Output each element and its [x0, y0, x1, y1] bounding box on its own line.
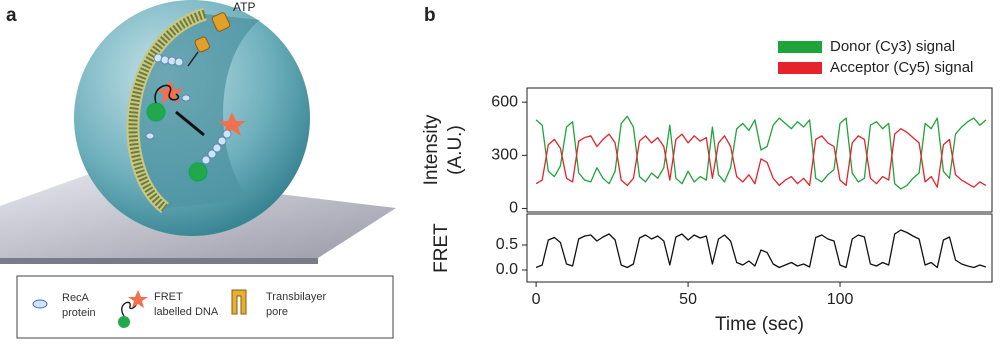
legend-text: Transbilayer	[266, 291, 326, 303]
legend-text: FRET	[154, 291, 183, 303]
legend-text: protein	[62, 307, 96, 319]
pore	[211, 12, 231, 32]
y-axis-label: FRET	[431, 223, 452, 273]
y-tick-label: 600	[491, 93, 518, 110]
legend-text: labelled DNA	[154, 306, 219, 318]
y-axis-label: Intensity	[421, 114, 442, 185]
x-tick-label: 100	[827, 291, 854, 308]
data-line	[535, 229, 987, 269]
legend-label: Acceptor (Cy5) signal	[830, 59, 973, 76]
double-arrow	[175, 110, 205, 137]
atp-label: ATP	[233, 0, 255, 14]
legend-text: RecA	[62, 292, 90, 304]
vesicle-diagram	[0, 0, 396, 264]
pore	[194, 36, 210, 53]
diagram-legend	[16, 275, 394, 339]
legend-label: Donor (Cy3) signal	[830, 38, 955, 55]
fret-star	[218, 112, 246, 136]
y-tick-label: 0.5	[496, 236, 518, 253]
legend-swatch	[778, 62, 822, 74]
reca-icon	[32, 299, 48, 309]
floor-edge	[0, 258, 318, 264]
dna-anchor	[188, 162, 208, 182]
plot-frame	[526, 87, 993, 213]
dna	[154, 84, 179, 104]
plot-frame	[526, 213, 993, 283]
membrane-lipids	[128, 9, 207, 212]
x-axis-label: Time (sec)	[715, 314, 804, 335]
y-tick-label: 0.0	[496, 261, 518, 278]
reca-filament	[145, 53, 232, 165]
x-tick-label: 50	[679, 291, 697, 308]
data-line	[535, 128, 987, 188]
fret-dna-icon	[118, 290, 148, 328]
dna-anchor	[146, 102, 166, 122]
legend-text: pore	[266, 306, 288, 318]
panel-label: a	[6, 5, 17, 26]
y-tick-label: 300	[491, 147, 518, 164]
legend-swatch	[778, 41, 822, 53]
y-tick-label: 0	[509, 200, 518, 217]
data-line	[535, 115, 987, 190]
panel-label: b	[424, 5, 436, 26]
pore-icon	[231, 289, 247, 315]
arrow	[187, 51, 199, 67]
x-tick-label: 0	[532, 291, 541, 308]
y-axis-label: (A.U.)	[445, 125, 466, 175]
